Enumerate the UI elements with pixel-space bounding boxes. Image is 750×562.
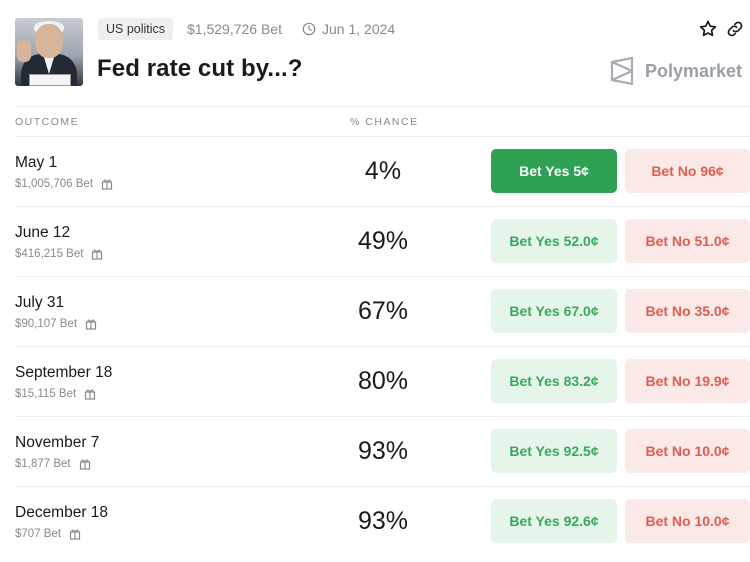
bet-no-button[interactable]: Bet No 35.0¢ <box>625 289 750 333</box>
outcome-column-header: OUTCOME <box>15 116 80 128</box>
row-divider <box>15 416 750 417</box>
outcome-label: December 18 <box>15 504 109 521</box>
chance-column-header: % CHANCE <box>350 116 419 128</box>
outcome-volume: $707 Bet <box>15 528 81 540</box>
bet-no-button[interactable]: Bet No 10.0¢ <box>625 429 750 473</box>
row-divider <box>15 276 750 277</box>
row-divider <box>15 346 750 347</box>
outcome-chance: 80% <box>357 367 409 395</box>
outcome-volume-text: $707 Bet <box>15 528 62 540</box>
table-row[interactable]: November 7 $1,877 Bet 93% Bet Yes 92.5¢ … <box>15 417 750 487</box>
polymarket-logo-icon <box>610 57 634 85</box>
market-title: Fed rate cut by...? <box>97 55 303 82</box>
outcome-volume: $1,877 Bet <box>15 458 91 470</box>
table-row[interactable]: May 1 $1,005,706 Bet 4% Bet Yes 5¢ Bet N… <box>15 137 750 207</box>
outcome-chance: 67% <box>357 297 409 325</box>
gift-icon <box>92 249 103 260</box>
bet-yes-button[interactable]: Bet Yes 92.5¢ <box>491 429 617 473</box>
outcome-volume: $1,005,706 Bet <box>15 178 113 190</box>
bet-no-button[interactable]: Bet No 96¢ <box>625 149 750 193</box>
market-volume: $1,529,726 Bet <box>187 21 282 37</box>
outcome-volume: $416,215 Bet <box>15 248 103 260</box>
bet-yes-button[interactable]: Bet Yes 52.0¢ <box>491 219 617 263</box>
outcome-volume-text: $1,005,706 Bet <box>15 178 94 190</box>
outcome-chance: 49% <box>357 227 409 255</box>
market-header: US politics $1,529,726 Bet Jun 1, 2024 F… <box>15 15 745 90</box>
outcome-volume-text: $15,115 Bet <box>15 388 77 400</box>
outcome-chance: 93% <box>357 507 409 535</box>
outcome-volume: $90,107 Bet <box>15 318 97 330</box>
bet-yes-button[interactable]: Bet Yes 83.2¢ <box>491 359 617 403</box>
table-row[interactable]: July 31 $90,107 Bet 67% Bet Yes 67.0¢ Be… <box>15 277 750 347</box>
row-divider <box>15 486 750 487</box>
star-icon[interactable] <box>698 19 718 39</box>
outcome-volume-text: $1,877 Bet <box>15 458 71 470</box>
outcome-volume: $15,115 Bet <box>15 388 96 400</box>
row-divider <box>15 206 750 207</box>
outcome-chance: 4% <box>364 157 402 185</box>
gift-icon <box>85 319 97 330</box>
market-image <box>15 18 83 86</box>
table-row[interactable]: June 12 $416,215 Bet 49% Bet Yes 52.0¢ B… <box>15 207 750 277</box>
outcome-chance: 93% <box>357 437 409 465</box>
clock-icon <box>302 22 316 36</box>
outcome-label: June 12 <box>15 224 71 241</box>
header-divider <box>15 106 750 107</box>
outcome-volume-text: $90,107 Bet <box>15 318 78 330</box>
market-date: Jun 1, 2024 <box>302 21 395 37</box>
brand-name: Polymarket <box>645 60 743 81</box>
gift-icon <box>79 459 90 470</box>
bet-yes-button[interactable]: Bet Yes 67.0¢ <box>491 289 617 333</box>
bet-yes-button[interactable]: Bet Yes 5¢ <box>491 149 617 193</box>
gift-icon <box>101 179 113 190</box>
outcome-label: November 7 <box>15 434 100 451</box>
gift-icon <box>85 389 96 400</box>
table-row[interactable]: September 18 $15,115 Bet 80% Bet Yes 83.… <box>15 347 750 417</box>
link-icon[interactable] <box>725 19 745 39</box>
bet-yes-button[interactable]: Bet Yes 92.6¢ <box>491 499 617 543</box>
bet-no-button[interactable]: Bet No 51.0¢ <box>625 219 750 263</box>
polymarket-brand: Polymarket <box>609 57 742 85</box>
bet-no-button[interactable]: Bet No 10.0¢ <box>625 499 750 543</box>
outcome-label: July 31 <box>15 294 65 311</box>
outcome-label: September 18 <box>15 364 113 381</box>
bet-no-button[interactable]: Bet No 19.9¢ <box>625 359 750 403</box>
market-date-text: Jun 1, 2024 <box>322 21 396 37</box>
gift-icon <box>69 529 81 540</box>
category-tag[interactable]: US politics <box>98 18 174 40</box>
outcome-volume-text: $416,215 Bet <box>15 248 84 260</box>
table-row[interactable]: December 18 $707 Bet 93% Bet Yes 92.6¢ B… <box>15 487 750 557</box>
outcome-label: May 1 <box>15 154 58 171</box>
table-header-divider <box>15 136 750 137</box>
